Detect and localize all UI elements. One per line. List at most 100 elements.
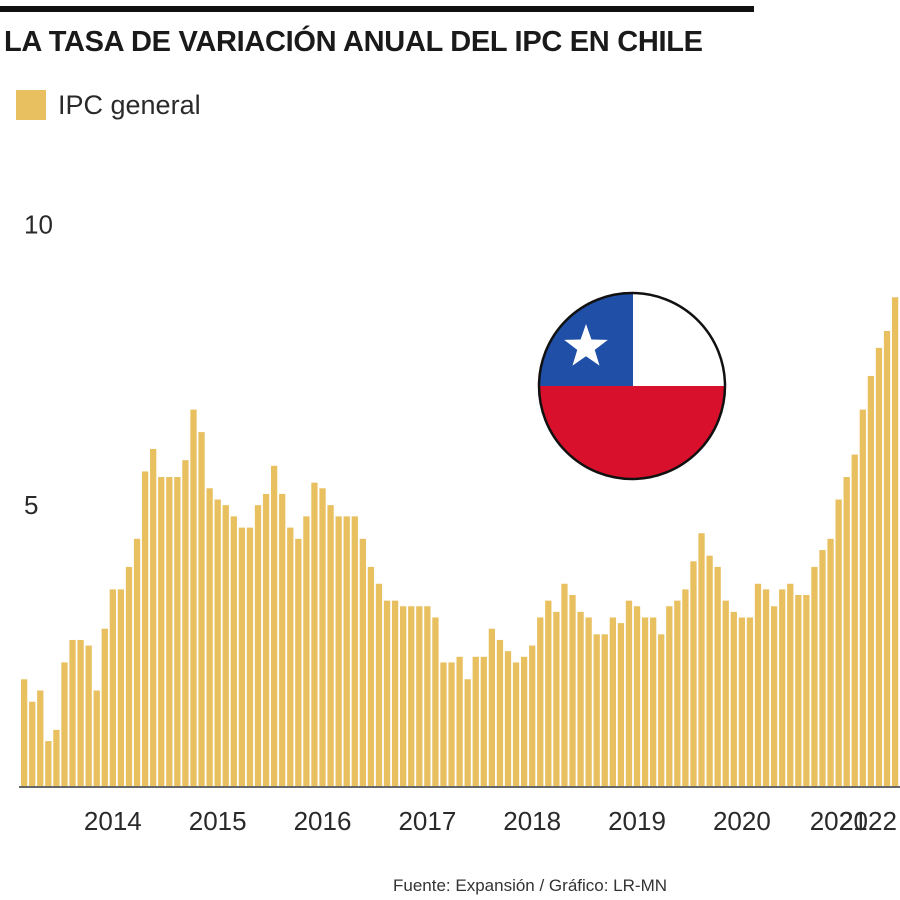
bar	[343, 516, 350, 786]
bar	[198, 432, 205, 786]
bar	[787, 583, 794, 786]
bar	[279, 493, 286, 786]
bar	[133, 538, 141, 786]
bar	[561, 583, 568, 786]
x-tick-label: 2020	[713, 806, 771, 836]
bar	[529, 645, 536, 786]
bar	[69, 639, 76, 786]
bar	[891, 297, 899, 786]
bar	[746, 617, 754, 786]
bar	[843, 477, 850, 786]
bar	[29, 701, 36, 786]
bar	[722, 600, 729, 786]
bar	[408, 606, 415, 786]
bar	[714, 566, 721, 786]
bar	[230, 516, 237, 786]
bar	[504, 651, 512, 786]
bar	[440, 662, 447, 786]
bar	[416, 606, 423, 786]
bar	[319, 488, 326, 786]
bar	[37, 690, 44, 786]
bar	[432, 617, 439, 786]
bar	[125, 566, 133, 786]
bar	[101, 628, 108, 786]
bar	[488, 628, 496, 786]
bar	[859, 409, 866, 786]
bar	[166, 477, 173, 786]
bar	[666, 606, 673, 786]
bar	[625, 600, 633, 786]
bar	[851, 454, 858, 786]
bar	[512, 662, 520, 786]
bar	[21, 679, 28, 786]
bar	[174, 477, 181, 786]
bar	[803, 595, 810, 786]
bar	[883, 330, 891, 786]
bar	[335, 516, 342, 786]
bar	[109, 589, 116, 786]
bar	[262, 493, 270, 786]
bar	[674, 600, 681, 786]
x-tick-label: 2014	[84, 806, 142, 836]
bar	[698, 533, 705, 786]
bar	[448, 662, 455, 786]
bar	[770, 606, 778, 786]
bar	[811, 566, 818, 786]
bar	[158, 477, 165, 786]
chile-flag-icon	[537, 291, 727, 481]
bar	[61, 662, 68, 786]
bar	[875, 347, 883, 786]
flag-outline	[537, 291, 727, 481]
bar	[246, 527, 254, 786]
bar	[45, 741, 52, 786]
bar	[117, 589, 125, 786]
bar	[77, 639, 84, 786]
chart-title: LA TASA DE VARIACIÓN ANUAL DEL IPC EN CH…	[4, 26, 703, 58]
bar	[658, 634, 665, 786]
bar	[375, 583, 383, 786]
y-tick-label: 10	[24, 209, 53, 239]
source-note: Fuente: Expansión / Gráfico: LR-MN	[393, 876, 668, 895]
bar	[617, 623, 625, 786]
bar	[779, 589, 786, 786]
bar	[254, 505, 262, 786]
bar	[496, 639, 504, 786]
bar	[730, 611, 737, 786]
x-tick-label: 2016	[294, 806, 352, 836]
x-tick-label: 2017	[398, 806, 456, 836]
bar	[601, 634, 608, 786]
bar	[754, 583, 762, 786]
bar	[569, 595, 576, 786]
x-tick-label: 2021	[810, 806, 868, 836]
bar	[641, 617, 649, 786]
bar	[472, 656, 479, 786]
bar	[520, 656, 528, 786]
bar	[762, 589, 770, 786]
bar	[214, 499, 221, 786]
bar	[545, 600, 552, 786]
bar	[835, 499, 842, 786]
bar	[577, 611, 584, 786]
bar	[795, 595, 802, 786]
bar	[53, 729, 60, 786]
bar	[351, 516, 358, 786]
bar	[480, 656, 487, 786]
bar	[190, 409, 197, 786]
bar	[359, 538, 366, 786]
y-axis-ticks: 5 10	[24, 209, 53, 520]
bar	[270, 465, 278, 786]
legend: IPC general	[16, 88, 201, 122]
bar	[819, 550, 826, 786]
bar	[827, 538, 834, 786]
x-tick-label: 2022	[839, 806, 897, 836]
bar	[93, 690, 100, 786]
bar	[456, 656, 463, 786]
bar	[222, 505, 229, 786]
bar	[391, 600, 399, 786]
bar	[303, 516, 310, 786]
flag-red-band	[539, 386, 725, 479]
bar	[537, 617, 544, 786]
x-tick-label: 2015	[189, 806, 247, 836]
bars-group	[21, 297, 899, 786]
